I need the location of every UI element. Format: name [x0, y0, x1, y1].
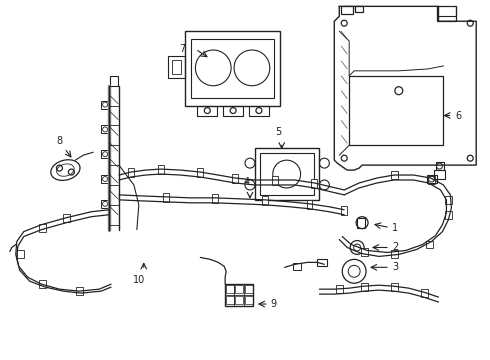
- Text: 4: 4: [244, 177, 250, 187]
- Bar: [235, 285, 243, 293]
- Text: 9: 9: [271, 299, 277, 309]
- Bar: [245, 285, 253, 293]
- Bar: [336, 285, 343, 293]
- Bar: [235, 296, 243, 304]
- Bar: [391, 251, 398, 258]
- Bar: [226, 296, 234, 304]
- Text: 10: 10: [133, 275, 145, 285]
- Bar: [226, 285, 234, 293]
- Bar: [361, 283, 368, 291]
- Bar: [318, 260, 327, 266]
- Bar: [437, 6, 456, 21]
- Bar: [312, 179, 318, 188]
- Bar: [436, 162, 444, 170]
- Bar: [223, 105, 243, 116]
- Bar: [434, 170, 445, 179]
- Text: 1: 1: [392, 222, 398, 233]
- Text: 3: 3: [392, 262, 398, 272]
- Bar: [192, 39, 274, 98]
- Bar: [341, 206, 347, 215]
- Bar: [39, 224, 46, 231]
- Bar: [272, 176, 278, 185]
- Bar: [101, 100, 109, 109]
- Bar: [110, 76, 118, 86]
- Bar: [260, 153, 315, 195]
- Text: 8: 8: [56, 136, 63, 146]
- Text: 7: 7: [179, 44, 185, 54]
- Bar: [76, 287, 83, 295]
- Bar: [185, 31, 280, 105]
- Bar: [445, 196, 452, 204]
- Bar: [349, 76, 443, 145]
- Text: 5: 5: [275, 127, 282, 137]
- Text: 6: 6: [455, 111, 462, 121]
- Bar: [427, 175, 437, 183]
- Bar: [212, 194, 218, 203]
- Bar: [355, 6, 363, 12]
- Bar: [428, 176, 435, 184]
- Bar: [168, 56, 185, 78]
- Bar: [445, 211, 452, 219]
- Bar: [391, 283, 398, 291]
- Bar: [17, 251, 24, 258]
- Bar: [307, 200, 313, 209]
- Bar: [158, 165, 164, 174]
- Bar: [232, 174, 238, 183]
- Bar: [197, 168, 203, 177]
- Bar: [249, 105, 269, 116]
- Bar: [101, 150, 109, 158]
- Bar: [101, 125, 109, 133]
- Bar: [262, 196, 268, 205]
- Bar: [101, 175, 109, 183]
- Bar: [39, 280, 46, 288]
- Bar: [245, 296, 253, 304]
- Bar: [63, 214, 71, 222]
- Bar: [225, 284, 253, 306]
- Bar: [255, 148, 319, 200]
- Bar: [293, 264, 300, 270]
- Text: 2: 2: [392, 243, 398, 252]
- Bar: [101, 200, 109, 208]
- Bar: [197, 105, 217, 116]
- Bar: [426, 240, 433, 248]
- Bar: [420, 289, 428, 297]
- Bar: [128, 168, 134, 177]
- Bar: [361, 248, 368, 256]
- Bar: [357, 218, 365, 228]
- Bar: [391, 171, 398, 179]
- Bar: [163, 193, 169, 202]
- Bar: [341, 6, 353, 14]
- Bar: [172, 60, 181, 74]
